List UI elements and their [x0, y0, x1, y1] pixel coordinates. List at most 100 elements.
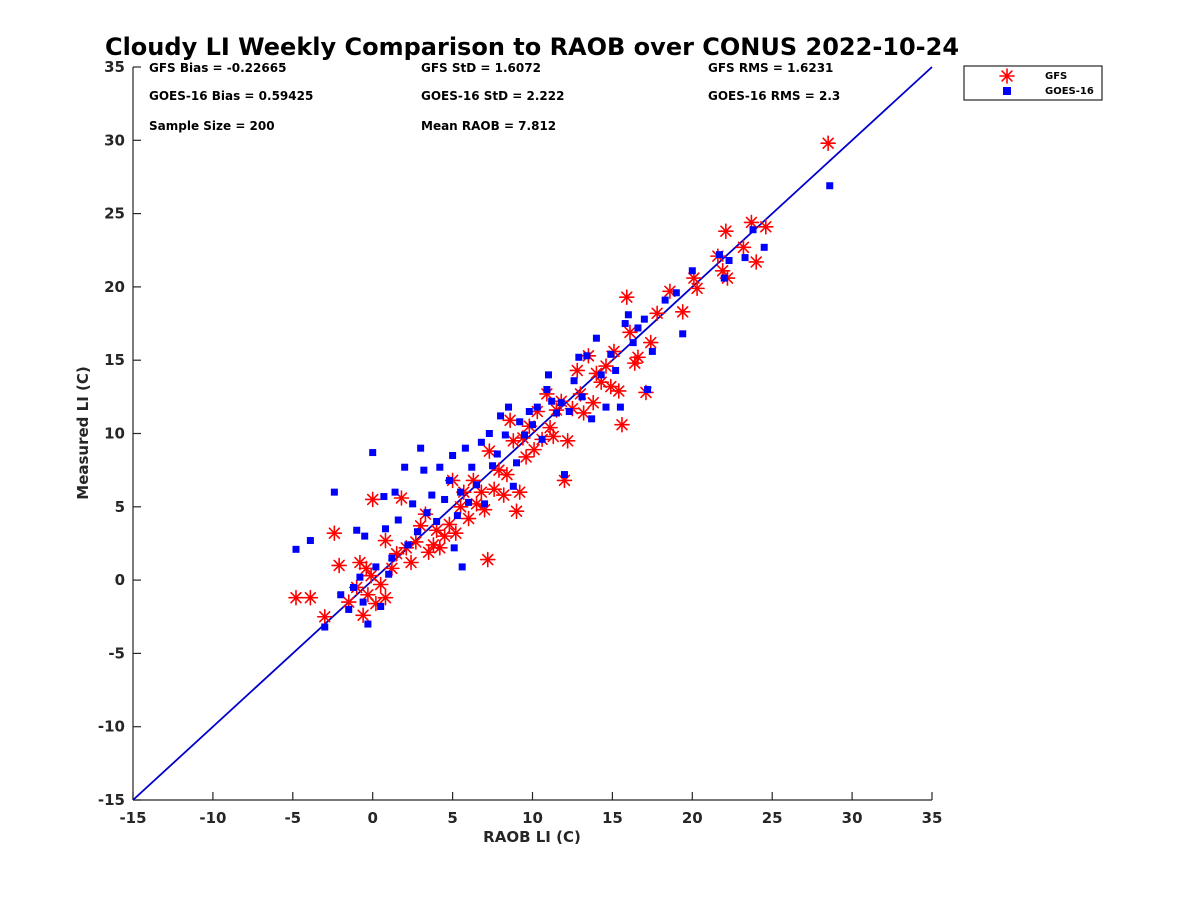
gfs-point — [622, 324, 638, 341]
goes-16-point — [583, 352, 591, 360]
goes-16-point — [629, 339, 637, 347]
goes-16-point — [741, 254, 749, 262]
gfs-point — [718, 223, 734, 239]
gfs-point — [748, 254, 765, 270]
y-tick-label: -15 — [98, 791, 125, 809]
goes-16-point — [661, 296, 669, 304]
goes-16-point — [361, 532, 369, 540]
x-tick-label: 25 — [762, 809, 783, 827]
goes-16-point — [679, 330, 687, 338]
goes-16-point — [543, 386, 551, 394]
goes-16-point — [372, 563, 380, 571]
goes-16-point — [634, 324, 642, 332]
legend-goes-16-marker — [1003, 87, 1011, 95]
goes-16-point — [458, 563, 466, 571]
gfs-point — [441, 516, 458, 533]
goes-16-point — [688, 267, 696, 275]
goes-16-point — [477, 438, 485, 446]
gfs-std-text: GFS StD = 1.6072 — [421, 61, 541, 75]
goes-16-point — [826, 182, 834, 190]
goes-16-point — [404, 541, 412, 549]
gfs-point — [447, 525, 464, 541]
goes-16-point — [616, 403, 624, 411]
gfs-point — [511, 484, 528, 500]
gfs-point — [363, 567, 379, 584]
gfs-point — [364, 491, 381, 508]
gfs-point — [452, 498, 469, 515]
goes-16-point — [473, 481, 481, 489]
gfs-point — [388, 545, 405, 562]
goes-16-point — [394, 516, 402, 524]
gfs-point — [689, 280, 705, 297]
goes-rms-text: GOES-16 RMS = 2.3 — [708, 89, 840, 103]
stats-annotations: GFS Bias = -0.22665 GFS StD = 1.6072 GFS… — [149, 61, 840, 133]
goes-16-point — [521, 431, 529, 439]
gfs-point — [355, 607, 371, 624]
goes-16-point — [715, 251, 723, 259]
gfs-point — [372, 576, 389, 593]
goes-16-point — [465, 498, 473, 506]
goes-16-point — [529, 421, 536, 429]
goes-16-point — [489, 462, 497, 470]
goes-16-point — [640, 315, 648, 323]
goes-16-point — [423, 509, 431, 517]
goes-16-point — [457, 488, 465, 496]
gfs-point — [598, 358, 614, 374]
y-tick-label: 35 — [104, 58, 125, 76]
goes-16-point — [672, 289, 680, 297]
x-tick-label: 35 — [922, 809, 943, 827]
gfs-point — [377, 532, 394, 549]
gfs-point — [360, 586, 376, 603]
gfs-point — [526, 441, 542, 458]
gfs-point — [302, 589, 319, 606]
goes-16-point — [445, 476, 453, 484]
gfs-point — [460, 510, 477, 527]
goes-16-point — [497, 412, 505, 420]
gfs-point — [559, 433, 576, 449]
x-tick-label: 5 — [447, 809, 457, 827]
goes-16-point — [557, 399, 565, 407]
goes-16-point — [453, 512, 461, 520]
goes-16-point — [353, 526, 361, 534]
goes-16-point — [413, 528, 421, 536]
chart-title: Cloudy LI Weekly Comparison to RAOB over… — [105, 33, 959, 61]
gfs-point — [326, 525, 343, 541]
goes-16-point — [409, 500, 417, 508]
goes-16-point — [481, 500, 489, 508]
x-axis-label: RAOB LI (C) — [483, 828, 581, 846]
x-ticks: -15 -10 -5 0 5 10 15 20 25 30 35 — [119, 792, 942, 827]
goes-16-point — [388, 554, 396, 562]
y-tick-label: 25 — [104, 205, 125, 223]
goes-16-point — [433, 517, 441, 525]
goes-16-point — [428, 491, 436, 499]
goes-16-point — [377, 602, 385, 610]
goes-16-point — [493, 450, 501, 458]
goes-16-point — [607, 350, 615, 358]
goes-16-point — [461, 444, 469, 452]
legend: GFS GOES-16 — [963, 65, 1103, 101]
legend-gfs-marker — [999, 68, 1015, 84]
gfs-point — [473, 484, 490, 500]
goes-16-point — [725, 257, 733, 265]
gfs-point — [674, 304, 691, 320]
goes-16-point — [602, 403, 610, 411]
mean-raob-text: Mean RAOB = 7.812 — [421, 119, 556, 133]
x-tick-label: 10 — [522, 809, 543, 827]
gfs-point — [575, 405, 592, 421]
goes-16-point — [350, 583, 358, 591]
goes-16-point — [441, 495, 449, 503]
y-tick-label: -5 — [108, 644, 125, 662]
x-tick-label: 30 — [842, 809, 863, 827]
gfs-bias-text: GFS Bias = -0.22665 — [149, 61, 286, 75]
gfs-point — [820, 135, 836, 152]
goes-16-point — [417, 444, 425, 452]
gfs-point — [642, 334, 659, 351]
gfs-rms-text: GFS RMS = 1.6231 — [708, 61, 833, 75]
goes-16-point — [450, 544, 458, 552]
gfs-series — [288, 135, 836, 625]
gfs-point — [758, 218, 774, 235]
y-axis-label: Measured LI (C) — [74, 366, 92, 499]
goes-16-point — [306, 537, 314, 545]
goes-16-point — [364, 620, 372, 628]
gfs-point — [585, 394, 602, 411]
